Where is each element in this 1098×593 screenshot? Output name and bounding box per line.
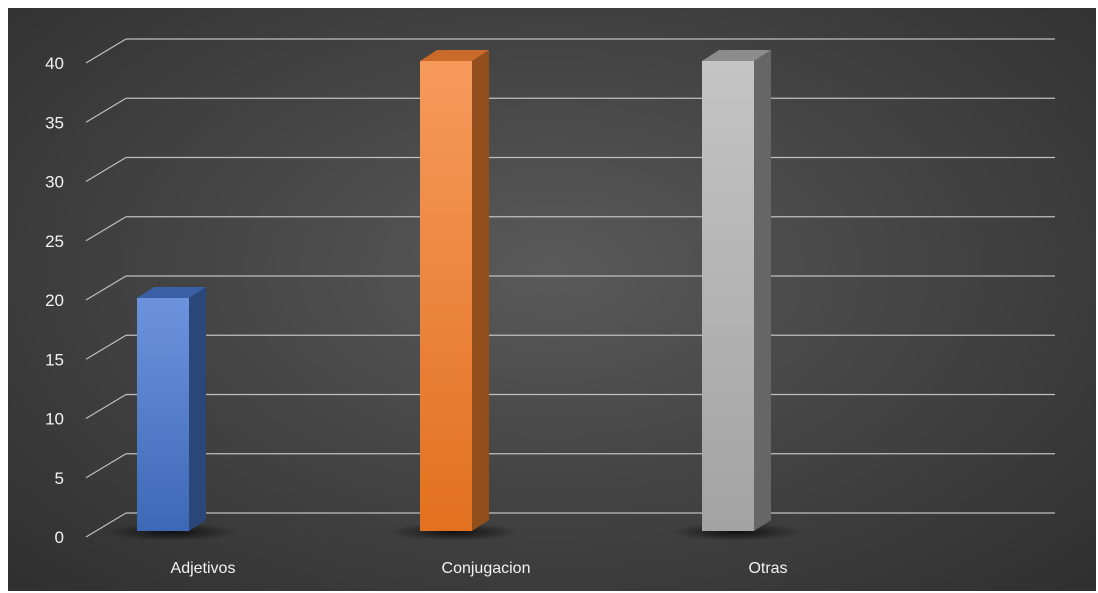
y-tick-label: 25 bbox=[45, 232, 64, 251]
gridline-side bbox=[85, 216, 127, 242]
bar-adjetivos bbox=[137, 298, 189, 531]
gridline-side bbox=[85, 453, 127, 479]
bar-side bbox=[189, 287, 206, 531]
y-tick-label: 35 bbox=[45, 113, 64, 132]
bar-side bbox=[472, 50, 489, 531]
y-tick-label: 0 bbox=[55, 528, 64, 547]
y-tick-label: 30 bbox=[45, 173, 64, 192]
gridline-side bbox=[85, 275, 127, 301]
bar-otras bbox=[702, 61, 754, 531]
y-tick-label: 10 bbox=[45, 410, 64, 429]
bar-side bbox=[754, 50, 771, 531]
gridline-side bbox=[85, 38, 127, 64]
x-category-label: Adjetivos bbox=[171, 560, 236, 577]
bar-conjugacion bbox=[420, 61, 472, 531]
bar-top bbox=[137, 287, 206, 298]
gridline-side bbox=[85, 393, 127, 420]
bar-top bbox=[420, 50, 489, 61]
bar-top bbox=[702, 50, 771, 61]
y-tick-label: 40 bbox=[45, 54, 64, 73]
gridline-side bbox=[85, 512, 127, 538]
y-tick-label: 15 bbox=[45, 350, 64, 369]
y-tick-label: 20 bbox=[45, 291, 64, 310]
gridline-side bbox=[85, 156, 127, 183]
x-category-label: Otras bbox=[748, 560, 787, 577]
gridline-side bbox=[85, 334, 127, 360]
x-category-label: Conjugacion bbox=[442, 560, 531, 577]
gridline-side bbox=[85, 97, 127, 123]
y-tick-label: 5 bbox=[55, 469, 64, 488]
